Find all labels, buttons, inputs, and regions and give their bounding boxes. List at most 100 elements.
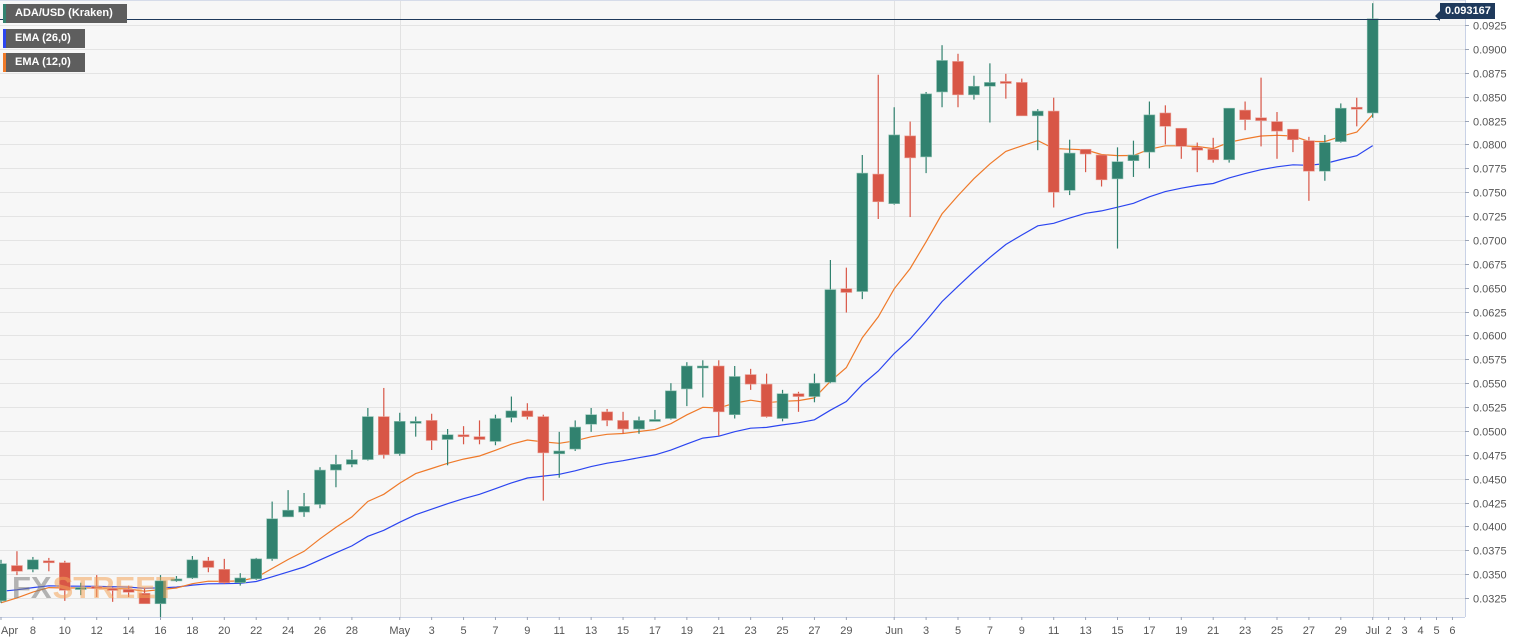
candle[interactable]	[1366, 3, 1379, 118]
candle[interactable]	[968, 75, 980, 100]
candle[interactable]	[936, 45, 948, 108]
candle[interactable]	[457, 426, 470, 445]
candle[interactable]	[314, 467, 326, 509]
candle[interactable]	[712, 360, 725, 436]
candle[interactable]	[984, 63, 996, 123]
candle[interactable]	[138, 587, 151, 605]
candle[interactable]	[696, 360, 709, 398]
candle[interactable]	[920, 91, 932, 174]
candle[interactable]	[441, 429, 454, 466]
candle[interactable]	[633, 416, 645, 434]
candle[interactable]	[617, 411, 629, 434]
candle[interactable]	[1000, 73, 1012, 99]
candle[interactable]	[473, 420, 486, 445]
candle[interactable]	[1303, 136, 1315, 201]
legend-symbol-label: ADA/USD (Kraken)	[15, 7, 113, 19]
candle[interactable]	[1079, 148, 1092, 173]
candle[interactable]	[856, 154, 869, 300]
candle[interactable]	[744, 368, 757, 390]
candle[interactable]	[234, 573, 247, 586]
candle[interactable]	[409, 416, 422, 437]
candle[interactable]	[170, 576, 183, 582]
candle[interactable]	[1239, 101, 1251, 131]
candle[interactable]	[1015, 78, 1028, 117]
candle[interactable]	[1047, 97, 1060, 208]
candle[interactable]	[218, 558, 231, 584]
candle[interactable]	[202, 556, 215, 573]
x-tick-label: 9	[524, 625, 530, 637]
candle[interactable]	[330, 454, 342, 488]
candle[interactable]	[1350, 97, 1363, 127]
candle[interactable]	[266, 501, 278, 561]
candle[interactable]	[569, 420, 582, 451]
candle[interactable]	[585, 408, 597, 432]
candle[interactable]	[0, 559, 7, 603]
candle[interactable]	[1175, 127, 1188, 159]
legend-ema-slow[interactable]: EMA (26,0)	[3, 29, 85, 48]
candle[interactable]	[872, 74, 885, 219]
candle[interactable]	[1031, 109, 1044, 151]
candle[interactable]	[792, 391, 805, 412]
candle[interactable]	[1143, 101, 1156, 169]
candle[interactable]	[425, 413, 438, 451]
candle[interactable]	[1255, 77, 1267, 147]
candle[interactable]	[649, 409, 661, 422]
candle[interactable]	[601, 408, 613, 427]
candle[interactable]	[1095, 154, 1108, 187]
candle[interactable]	[393, 412, 406, 456]
candle[interactable]	[952, 53, 964, 108]
candle[interactable]	[346, 450, 358, 468]
candle[interactable]	[362, 408, 374, 461]
candle[interactable]	[1335, 103, 1347, 143]
candle[interactable]	[298, 492, 310, 517]
candle-body-down	[58, 562, 71, 591]
candle[interactable]	[1271, 112, 1283, 159]
candle[interactable]	[489, 414, 502, 446]
candle[interactable]	[43, 557, 55, 572]
candle[interactable]	[888, 107, 901, 205]
legend-symbol[interactable]: ADA/USD (Kraken)	[3, 4, 127, 23]
candle[interactable]	[1207, 137, 1219, 163]
candle[interactable]	[74, 582, 87, 596]
candle[interactable]	[505, 396, 518, 423]
candle[interactable]	[681, 362, 693, 407]
candle[interactable]	[90, 575, 103, 598]
candle[interactable]	[154, 575, 167, 618]
candle[interactable]	[282, 490, 294, 518]
candle[interactable]	[537, 414, 550, 501]
candle[interactable]	[553, 431, 566, 478]
candle[interactable]	[58, 560, 71, 601]
candle[interactable]	[11, 551, 23, 576]
candle[interactable]	[1063, 139, 1076, 196]
candle[interactable]	[1127, 140, 1140, 177]
candle[interactable]	[521, 403, 534, 420]
candle[interactable]	[904, 121, 916, 218]
candle[interactable]	[27, 556, 39, 573]
candle[interactable]	[1319, 134, 1331, 181]
x-tick-label: 3	[923, 625, 929, 637]
candle[interactable]	[106, 587, 119, 602]
candle[interactable]	[760, 373, 773, 418]
candle[interactable]	[377, 387, 390, 459]
candle[interactable]	[250, 557, 262, 580]
candle-body-up	[1223, 107, 1235, 161]
candle[interactable]	[840, 267, 853, 313]
candle-body-up	[696, 365, 709, 369]
gridlines	[0, 0, 1465, 617]
candle[interactable]	[824, 260, 837, 384]
candle[interactable]	[1191, 142, 1204, 173]
candle[interactable]	[1287, 128, 1299, 153]
candle[interactable]	[728, 365, 741, 419]
candle[interactable]	[776, 389, 789, 422]
candle[interactable]	[1223, 107, 1235, 163]
legend-ema-fast[interactable]: EMA (12,0)	[3, 53, 85, 72]
y-tick-label: 0.0625	[1473, 308, 1507, 320]
candle[interactable]	[1111, 147, 1124, 249]
candle[interactable]	[122, 585, 135, 598]
candle[interactable]	[1159, 105, 1172, 145]
candle[interactable]	[808, 373, 821, 403]
candle[interactable]	[186, 555, 199, 579]
candle[interactable]	[665, 383, 677, 420]
candle-body-up	[553, 450, 566, 455]
